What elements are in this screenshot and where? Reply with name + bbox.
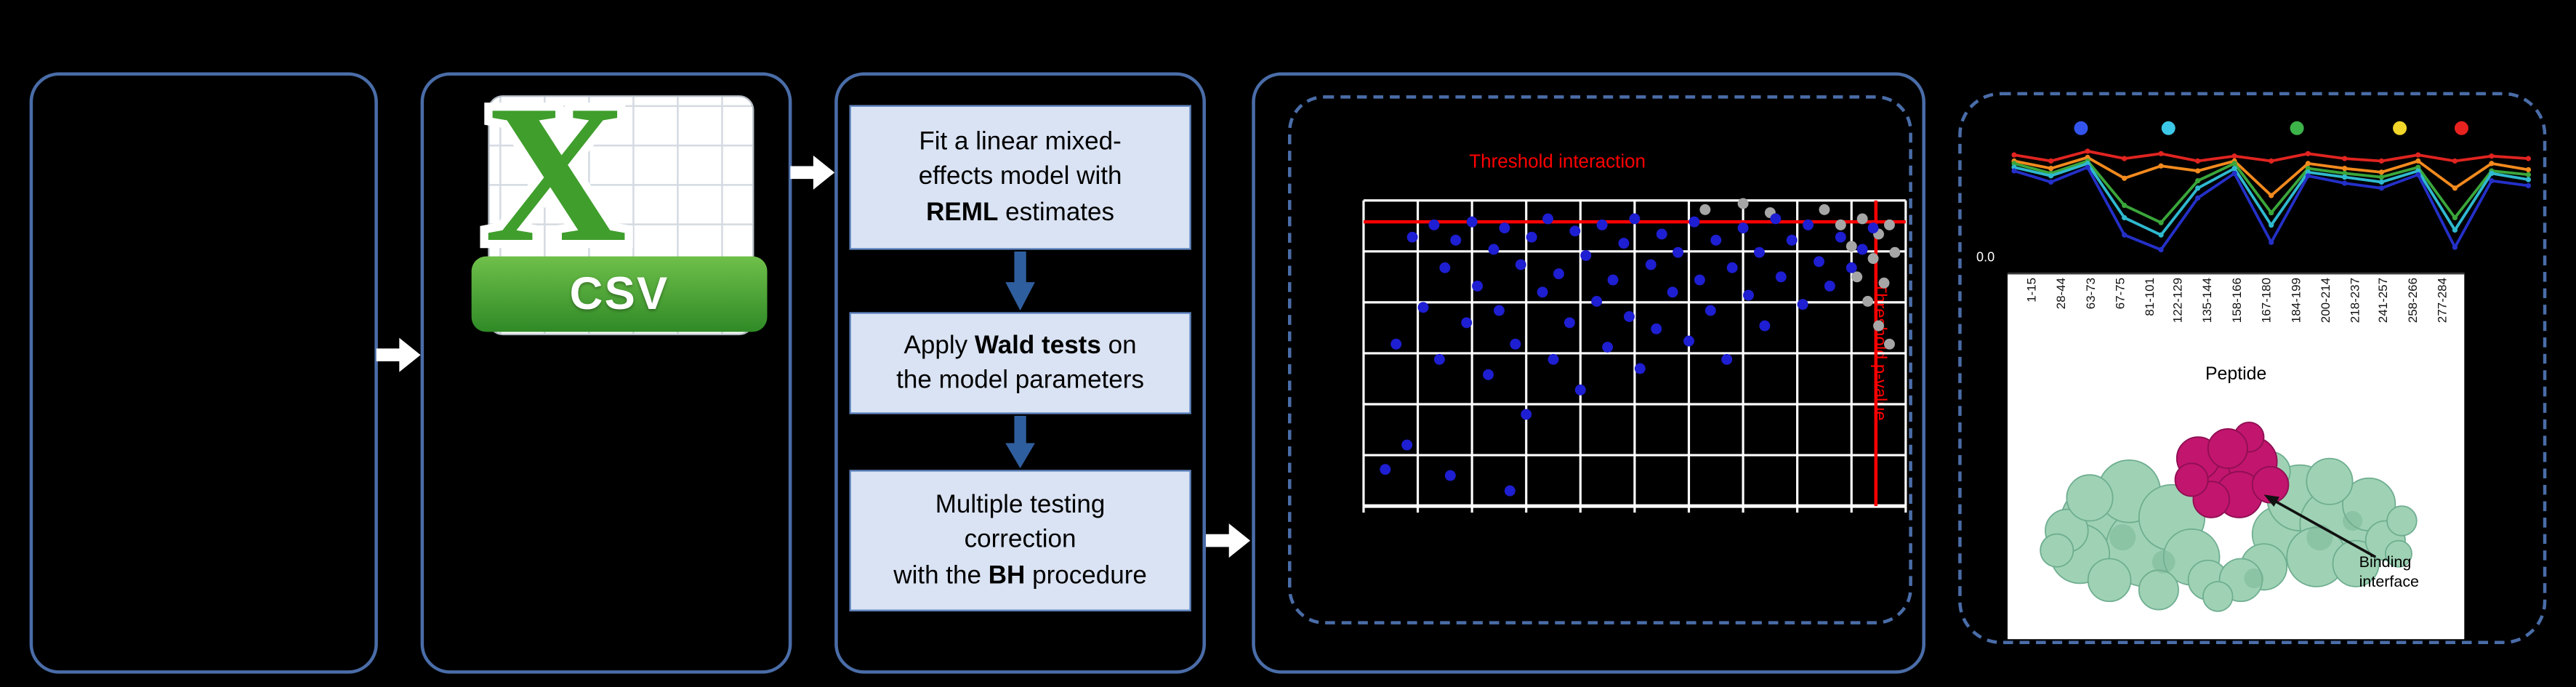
workflow-step-wald: Apply Wald tests on the model parameters: [849, 312, 1191, 414]
binding-interface-label: Binding interface: [2359, 553, 2420, 592]
excel-x-icon: X: [476, 82, 635, 291]
threshold-interaction-label: Threshold interaction: [1469, 153, 1646, 173]
workflow-step-reml-text: Fit a linear mixed- effects model with R…: [918, 129, 1122, 226]
peptide-tick-label: 218-237: [2346, 277, 2362, 324]
csv-x-letter: X: [485, 82, 627, 283]
peptide-tick-label: 81-101: [2141, 277, 2157, 316]
peptide-tick-label: 135-144: [2200, 277, 2215, 324]
flow-arrow-icon: [790, 155, 835, 190]
dashed-frame-results: [1958, 92, 2547, 644]
protein-surface: [2040, 436, 2418, 612]
peptide-tick-label: 63-73: [2082, 277, 2098, 310]
csv-banner-label: CSV: [569, 268, 669, 319]
protein-structure: [2040, 421, 2418, 612]
panel-input: [29, 72, 378, 674]
csv-banner: CSV: [471, 256, 768, 332]
dashed-frame-volcano: [1287, 95, 1912, 624]
volcano-scatter-plot: [1362, 198, 1907, 513]
peptide-tick-label: 200-214: [2317, 277, 2333, 324]
peptide-tick-label: 167-180: [2258, 277, 2274, 324]
panel-csv: [420, 72, 792, 674]
panel-workflow: [834, 72, 1206, 674]
peptide-tick-label: 28-44: [2053, 277, 2069, 310]
peptide-tick-label: 67-75: [2112, 277, 2128, 310]
workflow-step-bh: Multiple testing correction with the BH …: [849, 470, 1191, 611]
binding-interface-region: [2174, 421, 2290, 518]
peptide-axis-labels: 1-15 28-44 63-73 67-75 81-101 122-129 135-144 1…: [2018, 278, 2458, 363]
uptake-line-chart: [2011, 121, 2532, 253]
peptide-tick-label: 184-199: [2288, 277, 2303, 324]
flow-arrow-icon: [1205, 523, 1251, 558]
workflow-step-wald-text: Apply Wald tests on the model parameters: [896, 332, 1144, 395]
annotation-arrow-icon: [2263, 494, 2377, 558]
peptide-tick-label: 1-15: [2024, 277, 2040, 302]
peptide-card: 1-15 28-44 63-73 67-75 81-101 122-129 135-144 1…: [2007, 273, 2465, 640]
workflow-step-bh-text: Multiple testing correction with the BH …: [893, 491, 1147, 590]
peptide-tick-label: 122-129: [2170, 277, 2186, 324]
peptide-tick-label: 158-166: [2229, 277, 2245, 324]
peptide-tick-label: 277-284: [2435, 277, 2450, 324]
csv-file-icon: X CSV: [471, 82, 768, 339]
panel-volcano: [1252, 72, 1925, 674]
flow-arrow-icon: [376, 337, 421, 372]
uptake-y-tick: 0.0: [1976, 249, 1995, 265]
peptide-tick-label: 258-266: [2405, 277, 2421, 324]
peptide-axis-title: Peptide: [2205, 364, 2267, 385]
workflow-step-reml: Fit a linear mixed- effects model with R…: [849, 105, 1191, 250]
peptide-tick-label: 241-257: [2376, 277, 2391, 324]
